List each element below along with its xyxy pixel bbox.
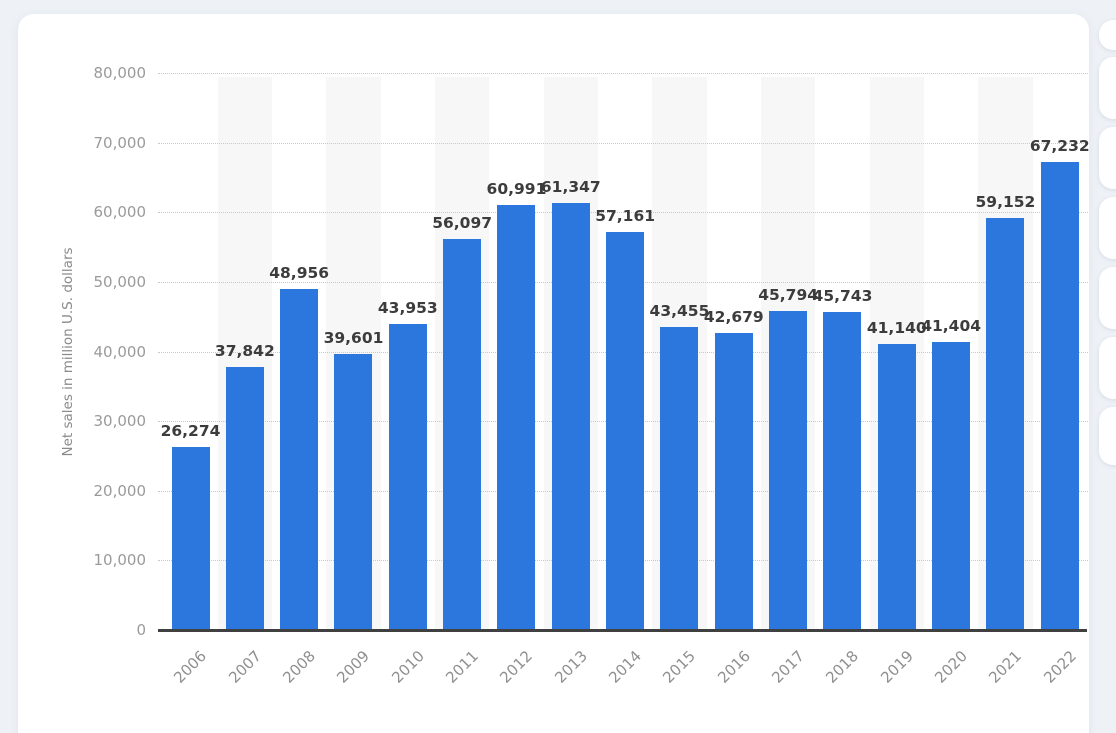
- x-tick-wrap: 2010: [377, 646, 428, 687]
- bar-value-label-2019: 41,140: [866, 319, 927, 337]
- x-tick-wrap: 2018: [811, 646, 862, 687]
- bar-2017[interactable]: [769, 311, 808, 630]
- bar-value-label-2009: 39,601: [323, 329, 384, 347]
- bar-value-label-2015: 43,455: [649, 302, 710, 320]
- y-tick-label: 0: [136, 621, 146, 639]
- gridline-70,000: [158, 142, 1088, 144]
- gridline-80,000: [158, 73, 1088, 74]
- bar-2007[interactable]: [225, 367, 264, 630]
- bar-value-label-2010: 43,953: [377, 299, 438, 317]
- bar-value-label-2011: 56,097: [432, 214, 493, 232]
- y-tick-label: 80,000: [93, 64, 147, 82]
- bar-2012[interactable]: [497, 205, 536, 630]
- bar-2014[interactable]: [606, 232, 645, 630]
- x-tick-wrap: 2017: [757, 646, 808, 687]
- bar-value-label-2006: 26,274: [160, 422, 221, 440]
- x-tick-wrap: 2014: [594, 646, 645, 687]
- bar-2010[interactable]: [388, 324, 427, 630]
- y-tick-label: 50,000: [93, 272, 147, 291]
- floating-toolbar-button-4[interactable]: [1099, 197, 1116, 259]
- y-tick-label: 40,000: [93, 342, 147, 361]
- x-tick-wrap: 2015: [648, 646, 699, 687]
- x-tick-wrap: 2022: [1029, 646, 1080, 687]
- bar-value-label-2014: 57,161: [595, 207, 656, 225]
- bar-2006[interactable]: [171, 447, 210, 630]
- y-tick-label: 70,000: [93, 133, 147, 152]
- y-tick-label: 20,000: [93, 481, 147, 500]
- x-tick-wrap: 2020: [920, 646, 971, 687]
- bar-2018[interactable]: [823, 312, 862, 630]
- y-tick-label: 60,000: [93, 203, 147, 222]
- floating-toolbar-button-2[interactable]: [1099, 57, 1116, 119]
- bar-value-label-2007: 37,842: [214, 342, 275, 360]
- bar-value-label-2022: 67,232: [1029, 137, 1090, 155]
- x-tick-wrap: 2012: [485, 646, 536, 687]
- x-tick-wrap: 2006: [159, 646, 210, 687]
- bar-2013[interactable]: [551, 203, 590, 630]
- bar-value-label-2017: 45,794: [758, 286, 819, 304]
- x-tick-wrap: 2011: [431, 646, 482, 687]
- bar-2021[interactable]: [986, 218, 1025, 630]
- y-tick-label: 30,000: [93, 412, 147, 431]
- bar-2020[interactable]: [932, 342, 971, 630]
- floating-toolbar-button-1[interactable]: [1099, 20, 1116, 50]
- x-tick-wrap: 2007: [214, 646, 265, 687]
- x-tick-wrap: 2009: [322, 646, 373, 687]
- bar-value-label-2016: 42,679: [703, 308, 764, 326]
- x-tick-wrap: 2019: [866, 646, 917, 687]
- floating-toolbar-button-5[interactable]: [1099, 267, 1116, 329]
- x-tick-wrap: 2021: [974, 646, 1025, 687]
- bar-2011[interactable]: [443, 239, 482, 630]
- bar-2019[interactable]: [877, 344, 916, 630]
- bar-2015[interactable]: [660, 327, 699, 630]
- x-tick-wrap: 2016: [703, 646, 754, 687]
- bar-2009[interactable]: [334, 354, 373, 630]
- x-axis-line: [158, 629, 1087, 632]
- bar-2022[interactable]: [1040, 162, 1079, 630]
- bar-value-label-2008: 48,956: [269, 264, 330, 282]
- bar-value-label-2021: 59,152: [975, 193, 1036, 211]
- floating-toolbar-button-7[interactable]: [1099, 407, 1116, 465]
- gridline-60,000: [158, 212, 1088, 214]
- y-tick-label: 10,000: [93, 551, 147, 570]
- floating-toolbar-button-3[interactable]: [1099, 127, 1116, 189]
- x-tick-wrap: 2008: [268, 646, 319, 687]
- bar-2016[interactable]: [714, 333, 753, 630]
- x-tick-wrap: 2013: [540, 646, 591, 687]
- bar-value-label-2012: 60,991: [486, 180, 547, 198]
- bar-2008[interactable]: [280, 289, 319, 630]
- bar-value-label-2013: 61,347: [540, 178, 601, 196]
- bar-value-label-2020: 41,404: [921, 317, 982, 335]
- bar-value-label-2018: 45,743: [812, 287, 873, 305]
- floating-toolbar-button-6[interactable]: [1099, 337, 1116, 399]
